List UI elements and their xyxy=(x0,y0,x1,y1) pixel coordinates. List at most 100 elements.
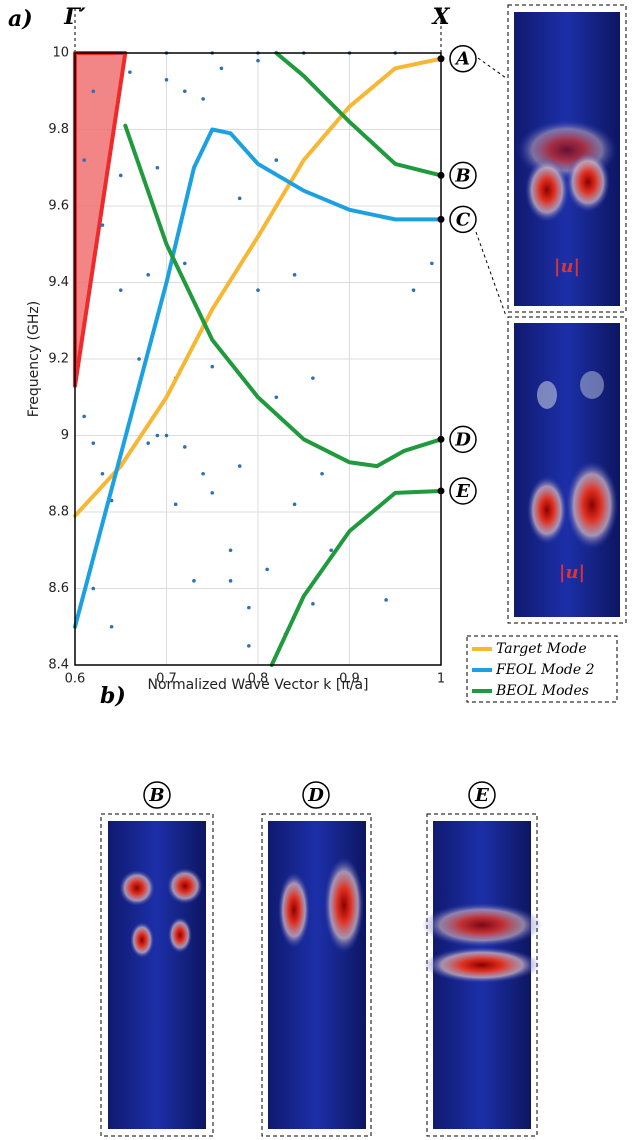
mode-point xyxy=(437,55,445,63)
mode-badge xyxy=(449,205,477,234)
mode-image xyxy=(422,813,542,1137)
legend-entry: Target Mode xyxy=(496,641,587,657)
x-tick-label: 0.6 xyxy=(65,672,86,687)
mode-label: C xyxy=(456,209,471,230)
legend-entry: BEOL Modes xyxy=(495,683,589,699)
band-point xyxy=(82,414,86,419)
plot: 8.4 8.6 8.8 9 9.2 9.4 9.6 9.8 10 0.6 0.7 0.8 0.9 1 xyxy=(48,46,445,687)
band-point xyxy=(118,288,123,292)
mode-label: D xyxy=(307,785,324,806)
mode-curve xyxy=(123,51,443,667)
mode-badge xyxy=(302,781,330,809)
band-point xyxy=(430,261,434,266)
mode-image xyxy=(261,813,372,1137)
x-tick-label: 0.8 xyxy=(248,672,269,687)
panel-label: a) xyxy=(8,6,33,32)
field-label: |u| xyxy=(554,256,580,277)
band-point xyxy=(201,471,205,476)
band-point xyxy=(91,441,96,445)
mode-point xyxy=(437,487,445,495)
mode-label: A xyxy=(454,49,470,70)
mode-point xyxy=(437,215,445,223)
plot-border xyxy=(74,52,442,666)
band-point xyxy=(292,502,297,507)
band-point xyxy=(256,288,260,292)
y-tick-label: 9.4 xyxy=(48,275,69,290)
band-point xyxy=(100,223,105,227)
x-axis-label: Normalized Wave Vector k [π/a] xyxy=(148,677,369,693)
band-point xyxy=(155,165,160,170)
mode-image: |u| xyxy=(507,316,627,624)
mode-curve xyxy=(73,127,443,629)
band-point xyxy=(146,441,150,445)
band-point xyxy=(292,273,297,277)
top-label: Γ′ xyxy=(63,4,86,30)
mode-badge xyxy=(449,161,477,190)
band-point xyxy=(201,97,205,101)
legend-entry: FEOL Mode 2 xyxy=(495,662,595,678)
band-point xyxy=(100,471,105,476)
panel-label: b) xyxy=(100,683,126,709)
band-point xyxy=(274,395,279,400)
band-point xyxy=(183,89,187,94)
y-tick-label: 8.6 xyxy=(48,581,69,596)
mode-image xyxy=(100,813,214,1137)
arrow xyxy=(477,57,507,79)
y-tick-label: 9 xyxy=(61,428,69,443)
y-tick-label: 9.8 xyxy=(48,122,69,137)
band-point xyxy=(82,158,86,162)
band-point xyxy=(183,261,187,266)
band-point xyxy=(411,288,416,292)
band-point xyxy=(146,273,150,277)
band-point xyxy=(265,567,269,572)
x-tick-label: 0.9 xyxy=(339,672,360,687)
arrow xyxy=(475,231,507,317)
mode-curve xyxy=(73,56,443,518)
mode-badge xyxy=(449,425,477,454)
y-tick-label: 8.4 xyxy=(48,658,69,673)
mode-label: B xyxy=(454,165,470,186)
y-tick-label: 9.2 xyxy=(48,352,69,367)
band-point xyxy=(210,491,215,495)
band-point xyxy=(210,364,215,369)
x-tick-label: 1 xyxy=(437,672,445,687)
mode-label: E xyxy=(474,785,489,806)
band-point xyxy=(128,70,132,74)
band-point xyxy=(219,66,224,71)
band-point xyxy=(384,598,388,602)
plot-frame xyxy=(74,8,442,53)
mode-badge xyxy=(468,781,496,809)
band-point xyxy=(183,445,187,449)
y-tick-label: 10 xyxy=(52,46,69,61)
band-point xyxy=(256,58,260,63)
band-point xyxy=(320,471,324,476)
band-point xyxy=(164,433,169,438)
y-tick-label: 8.8 xyxy=(48,505,69,520)
band-point xyxy=(311,602,315,606)
band-point xyxy=(237,464,242,468)
y-axis-label: Frequency (GHz) xyxy=(26,301,42,417)
x-tick-label: 0.7 xyxy=(156,672,177,687)
y-tick-label: 9.6 xyxy=(48,199,69,214)
mode-label: B xyxy=(148,785,164,806)
band-point xyxy=(247,644,251,648)
band-point xyxy=(164,77,169,82)
band-point xyxy=(155,433,160,438)
band-point xyxy=(109,624,114,629)
band-point xyxy=(91,586,96,591)
top-label: X xyxy=(430,4,450,30)
band-point xyxy=(237,196,242,201)
mode-label: E xyxy=(455,481,470,502)
band-point xyxy=(228,579,233,583)
band-point xyxy=(228,548,233,553)
band-point xyxy=(247,605,251,610)
mode-badge xyxy=(143,781,171,809)
band-point xyxy=(329,548,334,553)
band-point xyxy=(274,158,279,162)
legend: Target Mode FEOL Mode 2 BEOL Modes xyxy=(466,635,618,703)
mode-label: D xyxy=(454,429,471,450)
mode-badge xyxy=(449,477,477,505)
band-point xyxy=(118,173,123,178)
mode-image: |u| xyxy=(507,4,627,313)
band-point xyxy=(91,89,96,94)
